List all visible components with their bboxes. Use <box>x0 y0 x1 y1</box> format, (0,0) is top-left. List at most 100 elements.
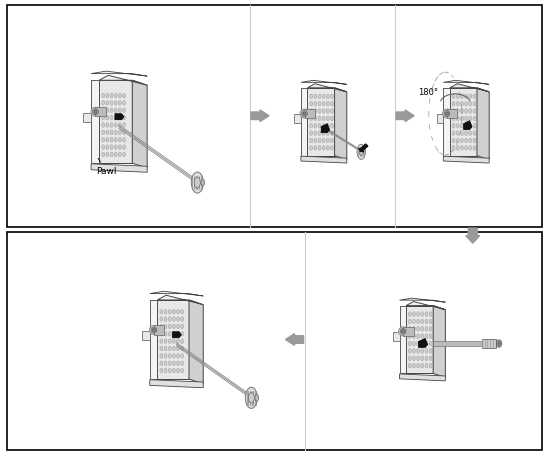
Ellipse shape <box>160 368 163 373</box>
Ellipse shape <box>310 124 313 128</box>
Polygon shape <box>132 80 147 168</box>
Ellipse shape <box>114 152 117 157</box>
Ellipse shape <box>93 109 98 114</box>
Ellipse shape <box>408 349 411 353</box>
Ellipse shape <box>301 111 307 116</box>
Ellipse shape <box>177 324 180 329</box>
FancyArrow shape <box>466 228 480 243</box>
Ellipse shape <box>164 339 167 344</box>
Ellipse shape <box>177 368 180 373</box>
Ellipse shape <box>322 116 325 120</box>
Text: 180°: 180° <box>418 88 438 98</box>
Polygon shape <box>172 332 181 338</box>
Ellipse shape <box>106 115 109 120</box>
Ellipse shape <box>318 101 321 106</box>
Ellipse shape <box>172 368 175 373</box>
Ellipse shape <box>412 312 416 316</box>
Ellipse shape <box>160 317 163 322</box>
Polygon shape <box>403 327 413 336</box>
Ellipse shape <box>461 101 463 106</box>
Ellipse shape <box>168 339 171 344</box>
Ellipse shape <box>152 328 155 332</box>
Polygon shape <box>447 109 457 118</box>
Ellipse shape <box>429 356 432 360</box>
Ellipse shape <box>114 137 117 142</box>
Ellipse shape <box>149 326 159 334</box>
Polygon shape <box>443 156 489 163</box>
Ellipse shape <box>106 93 109 98</box>
Ellipse shape <box>122 130 126 135</box>
Ellipse shape <box>106 101 109 105</box>
Polygon shape <box>158 300 189 379</box>
Ellipse shape <box>425 363 428 368</box>
Polygon shape <box>91 164 147 172</box>
Polygon shape <box>321 124 329 133</box>
Bar <box>7 5 542 227</box>
Ellipse shape <box>429 349 432 353</box>
Ellipse shape <box>452 138 455 143</box>
Ellipse shape <box>106 137 109 142</box>
Ellipse shape <box>181 324 184 329</box>
Ellipse shape <box>110 152 113 157</box>
Polygon shape <box>443 88 450 156</box>
Ellipse shape <box>442 109 451 118</box>
Ellipse shape <box>469 116 472 120</box>
Ellipse shape <box>469 109 472 113</box>
Polygon shape <box>115 114 124 120</box>
Ellipse shape <box>322 124 325 128</box>
Ellipse shape <box>417 363 419 368</box>
Ellipse shape <box>160 339 163 344</box>
Ellipse shape <box>181 361 184 365</box>
Ellipse shape <box>322 109 325 113</box>
Polygon shape <box>437 114 443 123</box>
Ellipse shape <box>172 346 175 351</box>
Ellipse shape <box>119 130 121 135</box>
Ellipse shape <box>300 109 309 118</box>
Ellipse shape <box>102 115 105 120</box>
Ellipse shape <box>322 138 325 143</box>
Ellipse shape <box>122 145 126 149</box>
Ellipse shape <box>181 346 184 351</box>
Ellipse shape <box>110 101 113 105</box>
Ellipse shape <box>464 94 468 98</box>
Ellipse shape <box>102 108 105 113</box>
Ellipse shape <box>172 317 175 322</box>
Ellipse shape <box>456 138 460 143</box>
Ellipse shape <box>181 332 184 336</box>
Ellipse shape <box>168 310 171 314</box>
Ellipse shape <box>94 110 97 113</box>
Ellipse shape <box>461 94 463 98</box>
Ellipse shape <box>122 101 126 105</box>
Ellipse shape <box>469 138 472 143</box>
Ellipse shape <box>119 108 121 113</box>
Ellipse shape <box>110 108 113 113</box>
Ellipse shape <box>119 145 121 149</box>
Ellipse shape <box>314 146 317 150</box>
Ellipse shape <box>310 116 313 120</box>
Ellipse shape <box>417 334 419 338</box>
Ellipse shape <box>421 363 424 368</box>
Ellipse shape <box>177 317 180 322</box>
Ellipse shape <box>110 93 113 98</box>
Ellipse shape <box>456 101 460 106</box>
Ellipse shape <box>102 130 105 135</box>
Ellipse shape <box>110 115 113 120</box>
Ellipse shape <box>456 124 460 128</box>
Ellipse shape <box>473 131 476 136</box>
Ellipse shape <box>168 346 171 351</box>
Ellipse shape <box>318 138 321 143</box>
Ellipse shape <box>429 363 432 368</box>
Ellipse shape <box>110 123 113 127</box>
Ellipse shape <box>425 319 428 324</box>
Ellipse shape <box>469 94 472 98</box>
Ellipse shape <box>245 387 257 409</box>
Ellipse shape <box>498 342 500 345</box>
Ellipse shape <box>330 124 334 128</box>
Ellipse shape <box>314 101 317 106</box>
Ellipse shape <box>412 349 416 353</box>
Polygon shape <box>393 332 400 341</box>
Ellipse shape <box>181 310 184 314</box>
Ellipse shape <box>172 324 175 329</box>
Ellipse shape <box>322 94 325 98</box>
Ellipse shape <box>469 131 472 136</box>
